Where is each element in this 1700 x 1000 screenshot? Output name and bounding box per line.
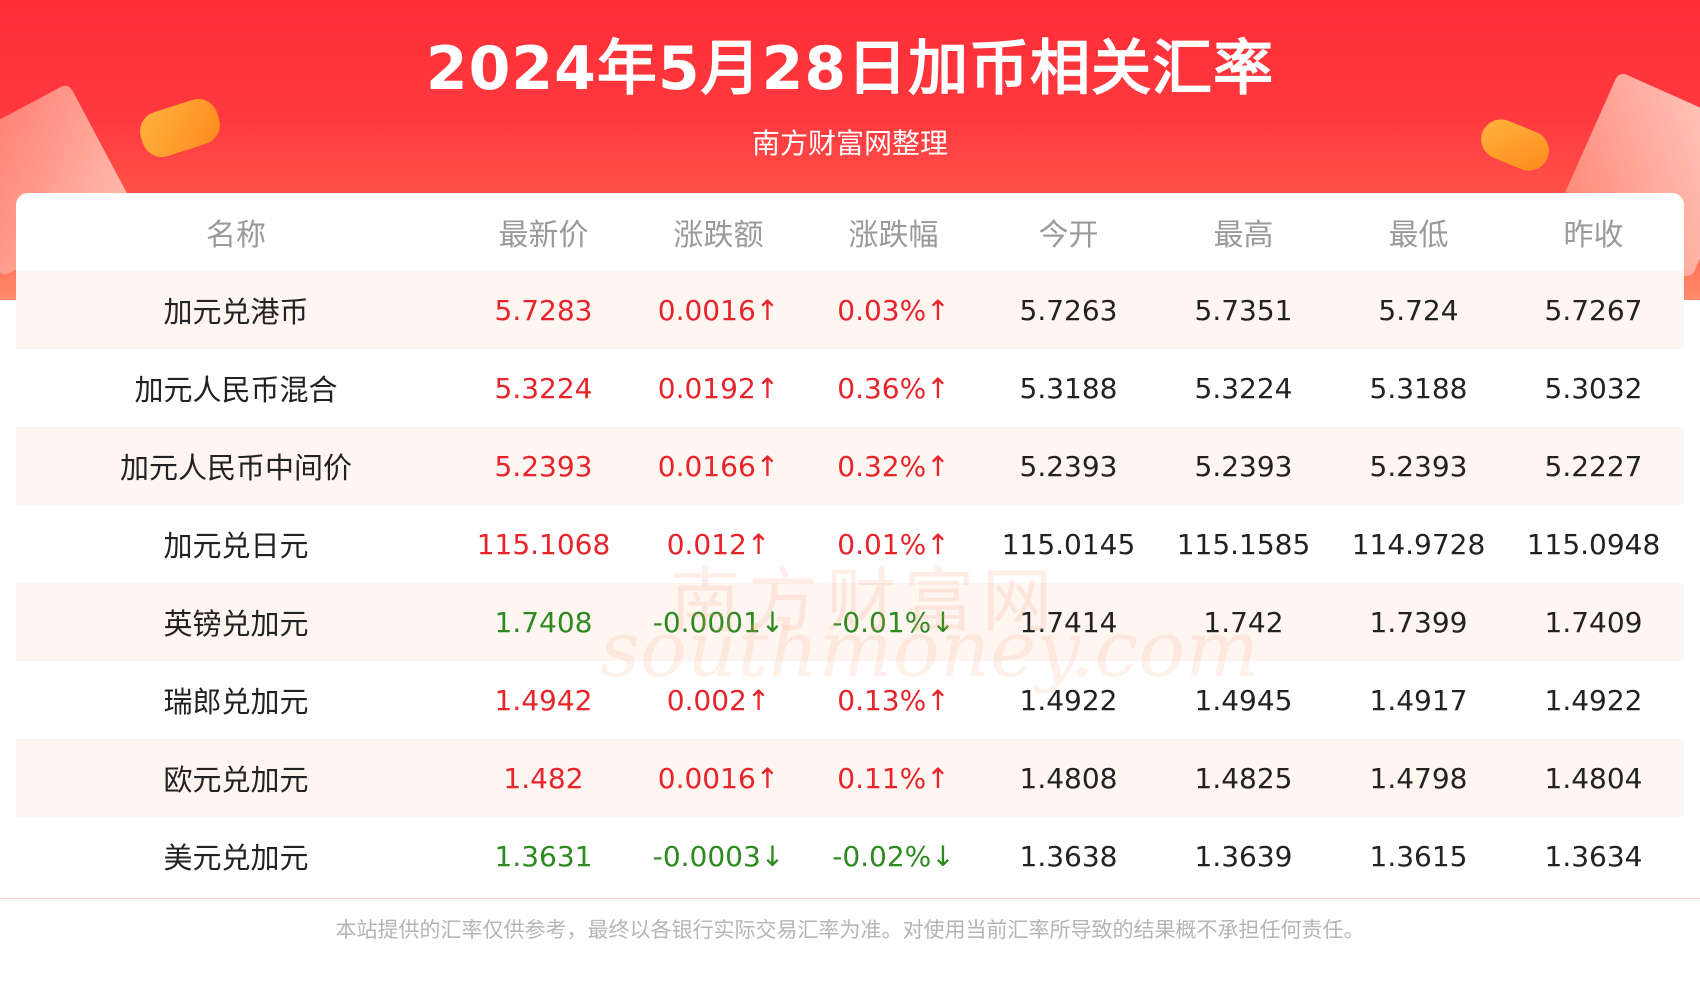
- column-header-change: 涨跌额: [673, 218, 764, 253]
- row-prev: 5.2227: [1544, 449, 1643, 483]
- row-open: 5.7263: [1019, 293, 1118, 327]
- row-open: 1.4922: [1019, 683, 1118, 717]
- row-prev: 1.4922: [1544, 683, 1643, 717]
- row-name: 欧元兑加元: [163, 763, 309, 797]
- row-latest: 1.3631: [494, 839, 593, 873]
- table-row: 加元人民币混合 5.3224 0.0192↑ 0.36%↑ 5.3188 5.3224 5.…: [16, 349, 1684, 427]
- row-pct: -0.01%↓: [832, 605, 955, 639]
- row-latest: 1.482: [503, 761, 584, 795]
- row-high: 115.1585: [1176, 527, 1311, 561]
- row-prev: 115.0948: [1526, 527, 1661, 561]
- row-change: -0.0003↓: [652, 839, 785, 873]
- row-open: 1.7414: [1019, 605, 1118, 639]
- page-subtitle: 南方财富网整理: [751, 127, 948, 160]
- table-row: 加元兑日元 115.1068 0.012↑ 0.01%↑ 115.0145 115.158…: [16, 505, 1684, 583]
- row-name: 加元人民币混合: [134, 373, 338, 407]
- row-name: 瑞郎兑加元: [163, 685, 309, 719]
- row-open: 1.3638: [1019, 839, 1118, 873]
- row-name: 英镑兑加元: [163, 607, 309, 641]
- row-high: 1.4825: [1194, 761, 1293, 795]
- column-header-prev: 昨收: [1563, 218, 1624, 253]
- table-row: 瑞郎兑加元 1.4942 0.002↑ 0.13%↑ 1.4922 1.4945 1.491…: [16, 661, 1684, 739]
- row-pct: 0.03%↑: [837, 293, 950, 327]
- row-latest: 5.7283: [494, 293, 593, 327]
- row-low: 114.9728: [1351, 527, 1486, 561]
- page-title: 2024年5月28日加币相关汇率: [425, 34, 1275, 104]
- row-change: 0.0016↑: [657, 761, 780, 795]
- row-prev: 1.3634: [1544, 839, 1643, 873]
- row-prev: 5.7267: [1544, 293, 1643, 327]
- row-high: 1.4945: [1194, 683, 1293, 717]
- table-row: 欧元兑加元 1.482 0.0016↑ 0.11%↑ 1.4808 1.4825 1.479…: [16, 739, 1684, 817]
- table-row: 美元兑加元 1.3631 -0.0003↓ -0.02%↓ 1.3638 1.3639 1.…: [16, 817, 1684, 895]
- row-change: 0.0016↑: [657, 293, 780, 327]
- table-row: 加元人民币中间价 5.2393 0.0166↑ 0.32%↑ 5.2393 5.2393 5…: [16, 427, 1684, 505]
- row-name: 加元人民币中间价: [119, 451, 352, 485]
- row-open: 1.4808: [1019, 761, 1118, 795]
- row-change: 0.002↑: [666, 683, 771, 717]
- table-row: 英镑兑加元 1.7408 -0.0001↓ -0.01%↓ 1.7414 1.742 1.7…: [16, 583, 1684, 661]
- row-open: 5.2393: [1019, 449, 1118, 483]
- row-prev: 1.7409: [1544, 605, 1643, 639]
- row-low: 5.724: [1378, 293, 1459, 327]
- row-high: 1.742: [1203, 605, 1284, 639]
- rates-table: 名称 最新价 涨跌额 涨跌幅 今开 最高 最低 昨收 加元兑港币 5.7283 0.…: [16, 193, 1684, 898]
- row-latest: 115.1068: [476, 527, 611, 561]
- table-row: 加元兑港币 5.7283 0.0016↑ 0.03%↑ 5.7263 5.7351 5.72…: [16, 271, 1684, 349]
- row-low: 1.4798: [1369, 761, 1468, 795]
- row-pct: 0.36%↑: [837, 371, 950, 405]
- row-pct: 0.32%↑: [837, 449, 950, 483]
- column-header-low: 最低: [1388, 218, 1449, 253]
- row-low: 1.7399: [1369, 605, 1468, 639]
- row-latest: 5.2393: [494, 449, 593, 483]
- row-pct: 0.13%↑: [837, 683, 950, 717]
- row-high: 5.2393: [1194, 449, 1293, 483]
- row-high: 5.7351: [1194, 293, 1293, 327]
- row-pct: 0.01%↑: [837, 527, 950, 561]
- row-latest: 1.4942: [494, 683, 593, 717]
- row-low: 1.4917: [1369, 683, 1468, 717]
- row-high: 5.3224: [1194, 371, 1293, 405]
- column-header-name: 名称: [206, 218, 266, 253]
- row-low: 5.2393: [1369, 449, 1468, 483]
- footer-divider: [0, 898, 1700, 899]
- row-change: 0.0166↑: [657, 449, 780, 483]
- column-header-latest: 最新价: [498, 218, 589, 253]
- row-change: 0.012↑: [666, 527, 771, 561]
- column-header-pct: 涨跌幅: [848, 218, 939, 253]
- row-change: 0.0192↑: [657, 371, 780, 405]
- footer-disclaimer: 本站提供的汇率仅供参考，最终以各银行实际交易汇率为准。对使用当前汇率所导致的结果…: [335, 918, 1365, 942]
- row-low: 1.3615: [1369, 839, 1468, 873]
- row-change: -0.0001↓: [652, 605, 785, 639]
- row-latest: 1.7408: [494, 605, 593, 639]
- row-high: 1.3639: [1194, 839, 1293, 873]
- row-name: 美元兑加元: [163, 841, 309, 875]
- row-prev: 5.3032: [1544, 371, 1643, 405]
- row-open: 5.3188: [1019, 371, 1118, 405]
- table-header: 名称 最新价 涨跌额 涨跌幅 今开 最高 最低 昨收: [16, 193, 1684, 271]
- column-header-high: 最高: [1213, 218, 1274, 253]
- row-latest: 5.3224: [494, 371, 593, 405]
- column-header-open: 今开: [1038, 218, 1099, 253]
- row-name: 加元兑日元: [163, 529, 309, 563]
- row-low: 5.3188: [1369, 371, 1468, 405]
- row-open: 115.0145: [1001, 527, 1136, 561]
- row-pct: 0.11%↑: [837, 761, 950, 795]
- table-body: 加元兑港币 5.7283 0.0016↑ 0.03%↑ 5.7263 5.7351 5.72…: [16, 271, 1684, 895]
- row-pct: -0.02%↓: [832, 839, 955, 873]
- row-name: 加元兑港币: [163, 295, 309, 329]
- row-prev: 1.4804: [1544, 761, 1643, 795]
